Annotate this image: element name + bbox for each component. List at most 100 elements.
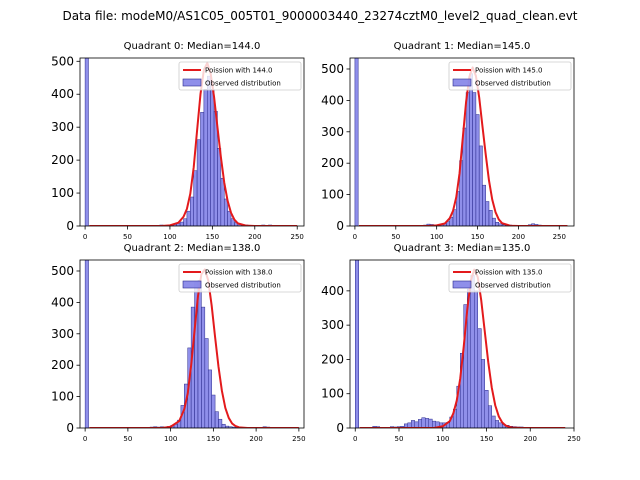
y-tick-label: 200: [321, 352, 344, 366]
histogram-bars: [355, 260, 559, 428]
y-tick-label: 400: [321, 93, 344, 107]
y-tick-label: 300: [51, 327, 74, 341]
figure-suptitle: Data file: modeM0/AS1C05_005T01_90000034…: [62, 9, 577, 23]
x-tick-label: 100: [436, 435, 449, 443]
y-tick-label: 100: [321, 188, 344, 202]
x-tick-label: 150: [207, 435, 220, 443]
legend-box: [448, 61, 572, 91]
histogram-bar: [220, 177, 225, 226]
axes-frame: [349, 259, 575, 429]
histogram-bar: [355, 260, 359, 428]
legend: Poission with 144.0 Observed distribution: [178, 61, 302, 91]
histogram-bar: [84, 260, 89, 428]
axes-frame: [79, 57, 305, 227]
histogram-bar: [498, 422, 503, 428]
quadrant-0-panel: Quadrant 0: Median=144.0 0 50 100 150 200 250 0…: [51, 41, 305, 241]
legend-bar-swatch: [452, 78, 472, 87]
legend-bar-swatch: [452, 280, 472, 289]
histogram-bar: [354, 58, 359, 226]
histogram-bar: [221, 423, 226, 428]
histogram-bar: [179, 221, 184, 226]
histogram-bar: [193, 170, 198, 226]
histogram-bar: [207, 75, 211, 226]
histogram-bar: [477, 328, 482, 428]
histogram-bar: [485, 201, 490, 226]
histogram-bar: [204, 338, 209, 428]
legend-bar-label: Observed distribution: [205, 282, 281, 290]
histogram-bar: [491, 217, 496, 226]
legend-bar-swatch: [182, 78, 202, 87]
histogram-bars: [84, 58, 279, 226]
quadrant-2-panel: Quadrant 2: Median=138.0 0 50 100 150 200 250 0…: [51, 243, 305, 443]
y-tick-label: 500: [51, 54, 74, 68]
panel-title: Quadrant 1: Median=145.0: [394, 41, 531, 52]
histogram-bar: [425, 418, 429, 428]
histogram-bar: [211, 394, 216, 428]
legend-bar-label: Observed distribution: [475, 80, 551, 88]
y-tick-label: 200: [51, 153, 74, 167]
histogram-bar: [84, 58, 89, 226]
panel-title: Quadrant 2: Median=138.0: [124, 243, 261, 254]
x-tick-label: 0: [83, 233, 87, 241]
x-tick-label: 50: [123, 435, 132, 443]
legend-bar-swatch: [182, 280, 202, 289]
y-tick-label: 100: [321, 387, 344, 401]
y-tick-label: 200: [51, 358, 74, 372]
legend: Poission with 135.0 Observed distribution: [448, 263, 572, 293]
histogram-bar: [469, 73, 473, 226]
histogram-bar: [474, 290, 478, 428]
histogram-bar: [203, 89, 208, 226]
histogram-bar: [495, 221, 500, 226]
histogram-bar: [428, 418, 433, 428]
histogram-bar: [491, 415, 496, 428]
histogram-bar: [465, 92, 470, 226]
poisson-curve: [89, 268, 299, 428]
histogram-bar: [223, 198, 228, 226]
x-tick-label: 0: [353, 435, 357, 443]
y-tick-label: 0: [66, 421, 74, 435]
x-tick-label: 200: [524, 435, 537, 443]
x-tick-label: 150: [480, 435, 493, 443]
x-tick-label: 50: [395, 435, 404, 443]
x-tick-label: 250: [291, 233, 304, 241]
legend-box: [178, 61, 302, 91]
x-tick-label: 50: [123, 233, 132, 241]
x-tick-label: 50: [391, 233, 400, 241]
axes-frame: [79, 259, 305, 429]
legend-box: [178, 263, 302, 293]
histogram-bar: [418, 419, 422, 428]
histogram-bar: [183, 218, 188, 226]
histogram-bar: [482, 184, 486, 226]
x-tick-label: 200: [512, 233, 525, 241]
histogram-bar: [411, 420, 415, 428]
x-tick-label: 250: [292, 435, 305, 443]
histogram-bar: [200, 112, 205, 226]
x-tick-label: 150: [471, 233, 484, 241]
legend: Poission with 138.0 Observed distribution: [178, 263, 302, 293]
histogram-bar: [472, 92, 477, 226]
y-tick-label: 0: [336, 421, 344, 435]
x-tick-label: 150: [206, 233, 219, 241]
y-tick-label: 200: [321, 156, 344, 170]
legend-box: [448, 263, 572, 293]
histogram-bar: [214, 411, 219, 428]
histogram-bar: [190, 196, 194, 226]
y-tick-label: 500: [321, 62, 344, 76]
y-tick-label: 500: [51, 264, 74, 278]
legend-line-label: Poission with 144.0: [205, 67, 273, 75]
histogram-bar: [481, 359, 485, 428]
histogram-bar: [478, 145, 483, 226]
histogram-bar: [488, 405, 492, 428]
histogram-bar: [218, 418, 223, 428]
y-tick-label: 100: [51, 186, 74, 200]
x-tick-label: 0: [83, 435, 87, 443]
histogram-bar: [196, 139, 201, 226]
y-tick-label: 0: [66, 219, 74, 233]
histogram-bar: [495, 420, 499, 428]
y-tick-label: 400: [51, 295, 74, 309]
legend-line-label: Poission with 135.0: [475, 269, 543, 277]
x-tick-label: 250: [553, 233, 566, 241]
legend-line-label: Poission with 138.0: [205, 269, 273, 277]
histogram-bar: [207, 369, 212, 428]
y-tick-label: 400: [321, 284, 344, 298]
